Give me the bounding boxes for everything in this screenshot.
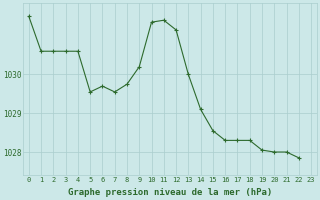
X-axis label: Graphe pression niveau de la mer (hPa): Graphe pression niveau de la mer (hPa)	[68, 188, 272, 197]
